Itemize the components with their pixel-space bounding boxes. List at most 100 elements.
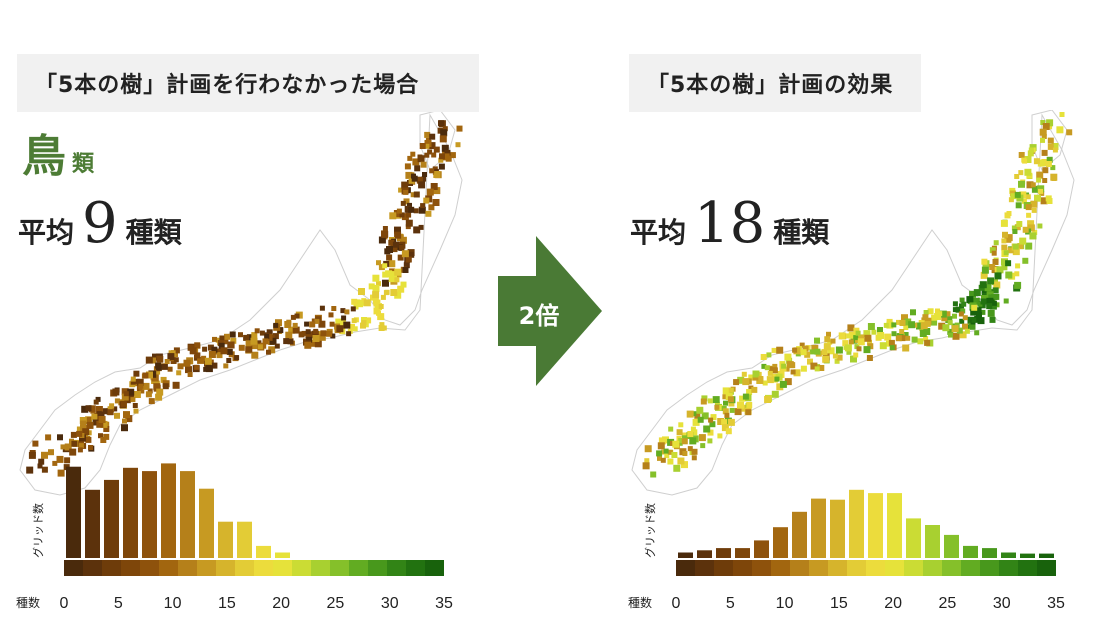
map-grid-cell [353, 304, 359, 310]
map-grid-cell [774, 376, 780, 382]
map-grid-cell [1005, 260, 1012, 267]
color-scale-cell [999, 560, 1018, 576]
histogram-bar [1039, 553, 1054, 558]
map-grid-cell [697, 416, 704, 423]
map-grid-cell [947, 320, 953, 326]
x-tick-label: 5 [114, 595, 123, 610]
color-scale-cell [406, 560, 425, 576]
map-grid-cell [930, 318, 938, 326]
map-grid-cell [390, 245, 398, 253]
map-grid-cell [401, 181, 409, 189]
map-grid-cell [986, 297, 994, 305]
map-grid-cell [358, 288, 365, 295]
map-grid-cell [382, 263, 388, 269]
map-grid-cell [330, 333, 336, 339]
map-grid-cell [681, 461, 688, 469]
map-grid-cell [974, 330, 980, 336]
map-grid-cell [722, 394, 728, 400]
map-grid-cell [424, 140, 432, 147]
map-grid-cell [432, 166, 438, 172]
map-grid-cell [285, 331, 293, 339]
map-grid-cell [989, 302, 997, 310]
map-grid-cell [1012, 248, 1020, 256]
map-grid-cell [413, 191, 420, 198]
map-grid-cell [123, 411, 130, 419]
map-grid-cell [424, 143, 430, 149]
map-grid-cell [204, 357, 212, 365]
map-grid-cell [100, 420, 108, 428]
map-grid-cell [96, 420, 104, 428]
map-grid-cell [298, 331, 305, 338]
map-grid-cell [764, 365, 770, 371]
map-grid-cell [830, 338, 836, 344]
map-grid-cell [318, 333, 326, 341]
map-grid-cell [312, 335, 320, 342]
map-grid-cell [172, 381, 180, 389]
map-grid-cell [905, 335, 911, 341]
map-grid-cell [218, 342, 225, 349]
map-grid-cell [992, 259, 999, 265]
map-grid-cell [388, 239, 395, 246]
map-grid-cell [251, 351, 259, 359]
map-grid-cell [779, 380, 787, 388]
map-grid-cell [413, 226, 421, 234]
map-grid-cell [219, 335, 225, 341]
histogram-bar [906, 518, 921, 558]
map-grid-cell [786, 361, 794, 369]
map-grid-cell [407, 202, 412, 208]
map-grid-cell [917, 338, 924, 345]
map-grid-cell [742, 378, 750, 386]
color-scale-cell [64, 560, 83, 576]
map-grid-cell [397, 254, 404, 261]
map-grid-cell [1026, 212, 1032, 218]
taxon-label: 鳥類 [22, 120, 94, 184]
map-grid-cell [394, 268, 402, 276]
map-grid-cell [772, 363, 778, 369]
map-grid-cell [425, 210, 432, 217]
histogram-bar [735, 548, 750, 558]
map-grid-cell [85, 405, 92, 412]
map-grid-cell [673, 464, 681, 472]
map-grid-cell [372, 291, 380, 299]
x-tick-label: 5 [726, 595, 735, 610]
color-scale-cell [387, 560, 406, 576]
map-grid-cell [211, 346, 218, 353]
color-scale-cell [885, 560, 904, 576]
map-grid-cell [405, 256, 412, 263]
map-grid-cell [879, 342, 887, 350]
map-grid-cell [1018, 180, 1025, 188]
map-grid-cell [455, 142, 461, 148]
map-grid-cell [842, 340, 849, 347]
map-grid-cell [245, 345, 253, 353]
map-grid-cell [351, 298, 358, 305]
map-grid-cell [251, 332, 258, 339]
map-grid-cell [984, 284, 992, 292]
map-grid-cell [394, 291, 402, 299]
map-grid-cell [64, 443, 72, 451]
histogram-bar [982, 548, 997, 558]
map-grid-cell [850, 336, 858, 344]
map-grid-cell [758, 376, 764, 381]
map-grid-cell [266, 349, 271, 355]
map-grid-cell [304, 321, 310, 327]
map-grid-cell [644, 445, 652, 453]
map-grid-cell [916, 322, 923, 330]
map-grid-cell [1041, 149, 1048, 156]
map-grid-cell [707, 398, 713, 404]
japan-map-effect [631, 110, 1075, 496]
map-grid-cell [133, 391, 141, 398]
map-grid-cell [336, 325, 344, 333]
histogram-bar [925, 525, 940, 558]
map-grid-cell [962, 315, 968, 321]
map-grid-cell [405, 219, 413, 227]
map-grid-cell [404, 163, 411, 170]
map-grid-cell [959, 318, 965, 324]
map-grid-cell [664, 453, 670, 459]
map-grid-cell [1000, 219, 1008, 227]
map-grid-cell [277, 327, 284, 334]
map-grid-cell [226, 358, 232, 363]
histogram-bar [66, 466, 81, 558]
map-grid-cell [142, 372, 149, 379]
map-grid-cell [728, 400, 735, 407]
map-grid-cell [981, 258, 988, 265]
